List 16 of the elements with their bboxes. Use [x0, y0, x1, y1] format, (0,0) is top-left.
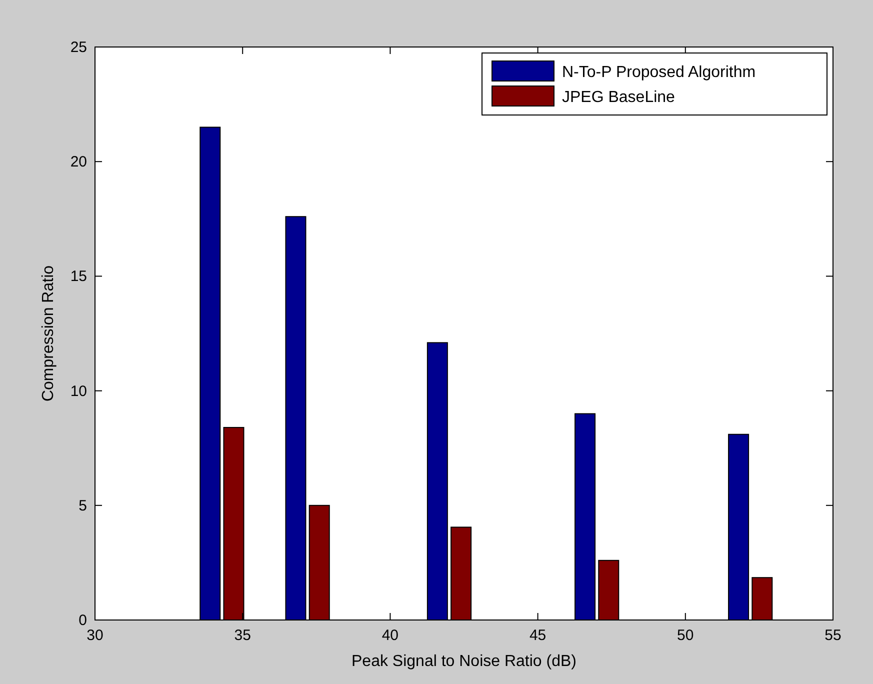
y-tick-label: 25 [70, 39, 87, 56]
x-tick-label: 45 [529, 627, 546, 644]
y-axis-title: Compression Ratio [40, 265, 57, 402]
x-tick-label: 55 [824, 627, 842, 644]
x-tick-label: 40 [382, 627, 399, 644]
legend-label: N-To-P Proposed Algorithm [562, 64, 756, 81]
y-tick-label: 5 [78, 497, 87, 514]
x-tick-label: 30 [86, 627, 104, 644]
x-tick-label: 50 [677, 627, 694, 644]
x-tick-label: 35 [234, 627, 251, 644]
y-tick-label: 20 [70, 154, 87, 171]
x-axis-title: Peak Signal to Noise Ratio (dB) [352, 653, 576, 670]
y-tick-label: 10 [70, 382, 87, 400]
y-tick-label: 15 [70, 268, 87, 286]
y-tick-label: 0 [78, 612, 87, 629]
legend-label: JPEG BaseLine [562, 89, 676, 106]
